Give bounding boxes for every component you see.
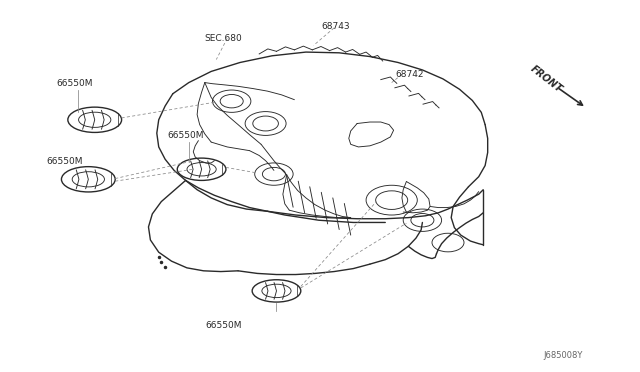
Text: 68742: 68742	[396, 70, 424, 79]
Text: 68743: 68743	[321, 22, 350, 31]
Text: 66550M: 66550M	[56, 79, 93, 88]
Text: SEC.680: SEC.680	[205, 34, 243, 43]
Text: FRONT: FRONT	[528, 64, 564, 94]
Text: 66550M: 66550M	[168, 131, 204, 140]
Text: J685008Y: J685008Y	[543, 351, 583, 360]
Text: 66550M: 66550M	[205, 321, 243, 330]
Text: 66550M: 66550M	[46, 157, 83, 166]
